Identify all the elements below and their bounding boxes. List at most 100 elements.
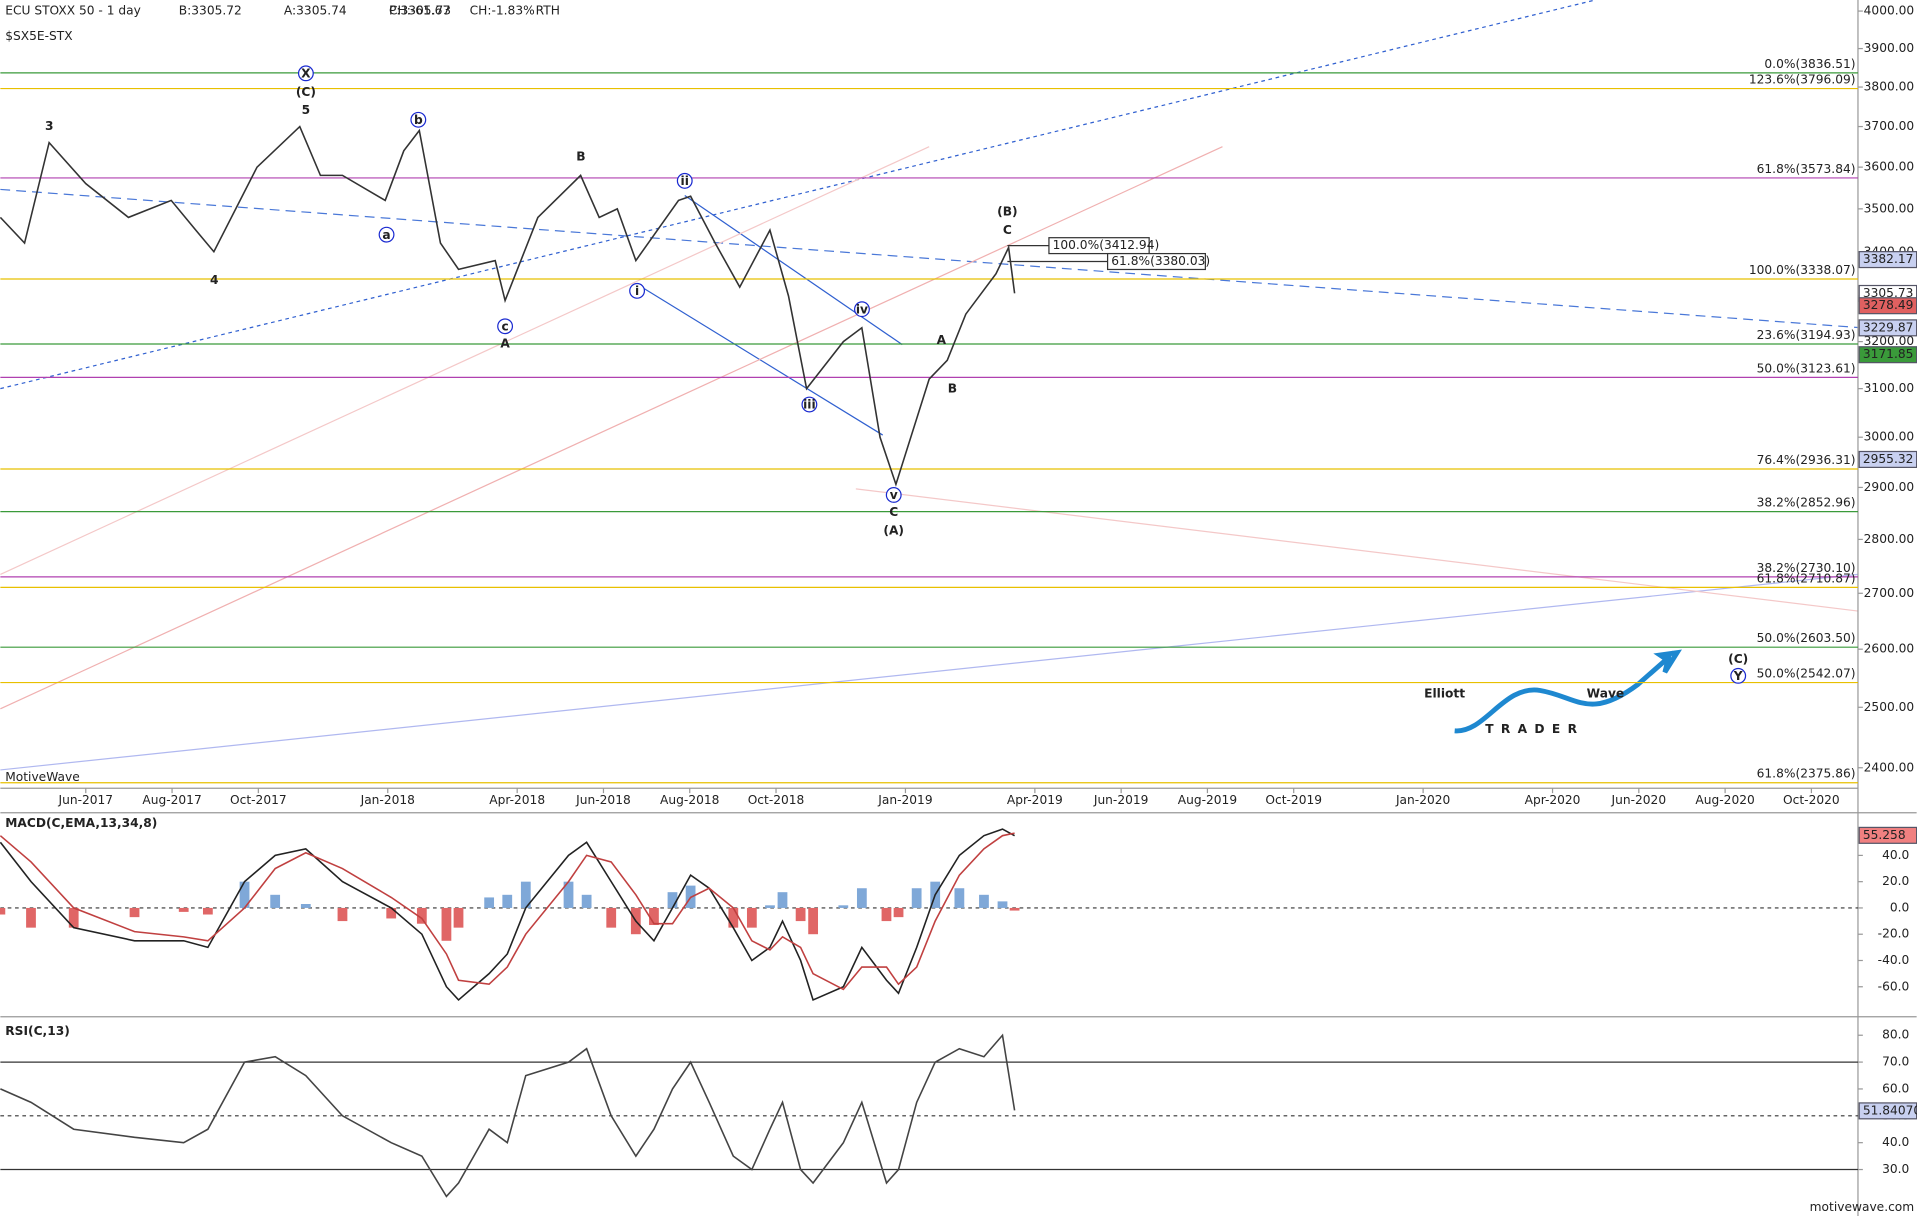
faint-line — [0, 146, 930, 575]
x-tick-label: Apr-2020 — [1525, 793, 1581, 807]
fib-label: 38.2%(2730.10) — [1757, 561, 1856, 575]
x-tick-label: Jun-2020 — [1611, 793, 1667, 807]
y-tick-label: 70.0 — [1882, 1055, 1909, 1069]
trend-line — [0, 188, 1859, 329]
wave-circle — [297, 65, 314, 82]
histogram-bar — [129, 907, 140, 918]
histogram-bar — [416, 907, 427, 924]
x-tick-label: Oct-2018 — [748, 793, 805, 807]
histogram-bar — [453, 907, 464, 928]
y-tick-label: 0.0 — [1890, 900, 1909, 914]
y-tick-label: 3000.00 — [1864, 430, 1915, 444]
price-marker-label: 3229.87 — [1863, 320, 1914, 334]
x-tick-label: Jan-2020 — [1395, 793, 1450, 807]
price-marker-label: 55.258 — [1863, 828, 1906, 842]
price-marker-label: 51.84070 — [1863, 1103, 1917, 1117]
series-line — [0, 832, 1015, 991]
x-tick-label: Aug-2020 — [1695, 793, 1754, 807]
histogram-bar — [202, 907, 213, 915]
histogram-bar — [808, 907, 819, 935]
histogram-bar — [484, 897, 495, 908]
x-tick-label: Jun-2018 — [575, 793, 631, 807]
histogram-bar — [337, 907, 348, 922]
channel-line — [684, 195, 903, 346]
histogram-bar — [606, 907, 617, 928]
x-tick-label: Oct-2017 — [230, 793, 287, 807]
wave-circle — [378, 226, 395, 243]
wave-label: A — [937, 333, 947, 347]
wave-circle — [676, 172, 693, 189]
histogram-bar — [239, 881, 250, 908]
faint-line — [0, 146, 1223, 710]
y-tick-label: 4000.00 — [1864, 4, 1915, 18]
wave-label: 4 — [210, 273, 219, 287]
wave-circle — [1730, 667, 1747, 684]
price-marker-label: 3171.85 — [1863, 347, 1914, 361]
y-tick-label: 3800.00 — [1864, 80, 1915, 94]
logo-mark — [1454, 649, 1682, 734]
wave-label: iv — [856, 302, 868, 316]
wave-label: b — [414, 113, 423, 127]
symbol: $SX5E-STX — [5, 29, 72, 43]
histogram-bar — [765, 905, 775, 908]
projection-label: 61.8%(3380.03) — [1111, 254, 1210, 268]
change: CH:-1.83% — [470, 3, 535, 17]
wave-label: X — [301, 66, 311, 80]
projection-box — [1048, 237, 1150, 255]
projection-label: 100.0%(3412.94) — [1053, 238, 1160, 252]
histogram-bar — [893, 907, 904, 918]
y-tick-label: 3200.00 — [1864, 334, 1915, 348]
histogram-bar — [728, 907, 739, 928]
wave-label: C — [889, 505, 898, 519]
wave-label: v — [890, 488, 898, 502]
wave-label: 3 — [45, 119, 54, 133]
wave-label: iii — [803, 398, 816, 412]
histogram-bar — [0, 907, 6, 915]
histogram-bar — [911, 888, 922, 908]
histogram-bar — [441, 907, 452, 941]
footer: motivewave.com — [1810, 1200, 1915, 1214]
y-tick-label: 80.0 — [1882, 1028, 1909, 1042]
wave-label: 5 — [302, 103, 311, 117]
fib-label: 50.0%(2603.50) — [1757, 631, 1856, 645]
y-tick-label: 2700.00 — [1864, 586, 1915, 600]
logo-word: Elliott — [1424, 687, 1465, 701]
quote: P:3305.73 — [389, 3, 451, 17]
y-tick-label: 3700.00 — [1864, 119, 1915, 133]
histogram-bar — [502, 894, 513, 908]
y-tick-label: 2600.00 — [1864, 642, 1915, 656]
wave-label: Y — [1733, 669, 1743, 683]
histogram-bar — [746, 907, 757, 928]
wave-circle — [854, 301, 870, 318]
histogram-bar — [881, 907, 892, 922]
fib-label: 123.6%(3796.09) — [1749, 73, 1856, 87]
price-marker-label: 3278.49 — [1863, 298, 1914, 312]
histogram-bar — [26, 907, 36, 928]
faint-line — [855, 488, 1859, 612]
histogram-bar — [997, 901, 1008, 908]
fib-label: 50.0%(3123.61) — [1757, 361, 1856, 375]
logo-swoosh — [1454, 649, 1682, 734]
wave-circle — [885, 487, 902, 503]
series-line — [0, 1033, 1016, 1198]
fib-label: 0.0%(3836.51) — [1764, 57, 1855, 71]
wave-label: B — [576, 150, 585, 164]
histogram-bar — [795, 907, 806, 922]
y-tick-label: 3100.00 — [1864, 381, 1915, 395]
trend-line — [0, 0, 1596, 390]
series-line — [0, 828, 1015, 1002]
fib-label: 61.8%(3573.84) — [1757, 162, 1856, 176]
wave-label: c — [501, 319, 508, 333]
projection-box — [1106, 252, 1206, 271]
logo-tagline: TRADER — [1485, 722, 1584, 736]
y-tick-label: 3900.00 — [1864, 41, 1915, 55]
wave-label: (B) — [997, 205, 1017, 219]
histogram-bar — [270, 894, 281, 908]
x-tick-label: Aug-2019 — [1178, 793, 1237, 807]
wave-label: A — [500, 337, 510, 351]
histogram-bar — [979, 894, 989, 908]
histogram-bar — [667, 892, 678, 908]
wave-circle — [629, 282, 646, 299]
x-tick-label: Aug-2017 — [142, 793, 201, 807]
